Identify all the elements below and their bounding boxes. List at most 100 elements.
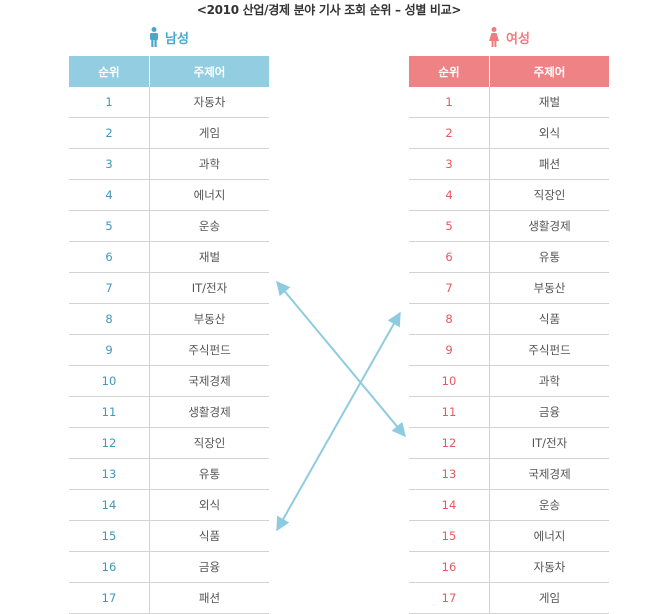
- table-row: 1 재벌: [409, 87, 609, 118]
- rank-cell: 1: [409, 87, 490, 117]
- table-row: 5 운송: [69, 211, 269, 242]
- rank-cell: 11: [69, 397, 150, 427]
- table-row: 17 패션: [69, 583, 269, 614]
- rank-cell: 12: [69, 428, 150, 458]
- table-row: 8 식품: [409, 304, 609, 335]
- keyword-cell: IT/전자: [531, 436, 568, 450]
- rank-cell: 5: [409, 211, 490, 241]
- rank-cell: 17: [409, 583, 490, 613]
- table-row: 1 자동차: [69, 87, 269, 118]
- keyword-cell: 식품: [198, 529, 221, 543]
- rank-cell: 6: [409, 242, 490, 272]
- keyword-cell: 운송: [538, 498, 561, 512]
- rank-cell: 12: [409, 428, 490, 458]
- male-label: 남성: [165, 31, 189, 47]
- table-row: 5 생활경제: [409, 211, 609, 242]
- male-heading: 남성: [69, 18, 269, 56]
- table-row: 12 직장인: [69, 428, 269, 459]
- chart-title: <2010 산업/경제 분야 기사 조회 순위 – 성별 비교>: [196, 3, 462, 17]
- rank-cell: 16: [409, 552, 490, 582]
- table-row: 3 과학: [69, 149, 269, 180]
- keyword-cell: 과학: [538, 374, 561, 388]
- female-keyword-header: 주제어: [533, 64, 566, 79]
- keyword-cell: 국제경제: [188, 374, 231, 388]
- table-row: 4 직장인: [409, 180, 609, 211]
- keyword-cell: 패션: [198, 591, 221, 605]
- table-row: 10 국제경제: [69, 366, 269, 397]
- keyword-cell: 게임: [198, 126, 221, 140]
- table-row: 14 외식: [69, 490, 269, 521]
- table-row: 4 에너지: [69, 180, 269, 211]
- female-heading: 여성: [409, 18, 609, 56]
- keyword-cell: 국제경제: [528, 467, 571, 481]
- rank-cell: 15: [409, 521, 490, 551]
- female-table-header: 순위 주제어: [409, 56, 609, 87]
- male-keyword-header: 주제어: [193, 64, 226, 79]
- male-person-icon: [149, 27, 159, 47]
- rank-cell: 14: [69, 490, 150, 520]
- rank-cell: 15: [69, 521, 150, 551]
- keyword-cell: 에너지: [533, 529, 566, 543]
- keyword-cell: 외식: [538, 126, 561, 140]
- table-row: 11 생활경제: [69, 397, 269, 428]
- keyword-cell: 패션: [538, 157, 561, 171]
- table-row: 2 게임: [69, 118, 269, 149]
- keyword-cell: 재벌: [198, 250, 221, 264]
- keyword-cell: 유통: [198, 467, 221, 481]
- rank-cell: 7: [409, 273, 490, 303]
- keyword-cell: 에너지: [193, 188, 226, 202]
- keyword-cell: 과학: [198, 157, 221, 171]
- keyword-cell: 부동산: [533, 281, 566, 295]
- table-row: 3 패션: [409, 149, 609, 180]
- female-table-body: 1 재벌 2 외식 3 패션 4 직장인 5 생활경제 6 유통 7 부동산 8 식품 9 주식펀…: [409, 87, 609, 614]
- rank-cell: 4: [409, 180, 490, 210]
- table-row: 12 IT/전자: [409, 428, 609, 459]
- keyword-cell: 유통: [538, 250, 561, 264]
- rank-cell: 17: [69, 583, 150, 613]
- table-row: 6 재벌: [69, 242, 269, 273]
- table-row: 14 운송: [409, 490, 609, 521]
- keyword-cell: 식품: [538, 312, 561, 326]
- rank-cell: 1: [69, 87, 150, 117]
- keyword-cell: 금융: [538, 405, 561, 419]
- rank-cell: 13: [69, 459, 150, 489]
- connection-arrow-food: [276, 311, 401, 532]
- table-row: 13 유통: [69, 459, 269, 490]
- table-row: 11 금융: [409, 397, 609, 428]
- male-rank-header: 순위: [69, 56, 150, 87]
- rank-cell: 6: [69, 242, 150, 272]
- male-table-body: 1 자동차 2 게임 3 과학 4 에너지 5 운송 6 재벌 7 IT/전자 8 부동산 9 주…: [69, 87, 269, 614]
- female-panel: 여성 순위 주제어 1 재벌 2 외식 3 패션 4 직장인 5 생활경제 6 유통 7 부동…: [409, 18, 609, 614]
- keyword-cell: 생활경제: [528, 219, 571, 233]
- table-row: 15 식품: [69, 521, 269, 552]
- table-row: 9 주식펀드: [409, 335, 609, 366]
- rank-cell: 10: [69, 366, 150, 396]
- connection-arrow-it: [276, 280, 406, 438]
- table-row: 9 주식펀드: [69, 335, 269, 366]
- keyword-cell: 재벌: [538, 95, 561, 109]
- rank-cell: 14: [409, 490, 490, 520]
- rank-cell: 13: [409, 459, 490, 489]
- rank-cell: 8: [409, 304, 490, 334]
- rank-cell: 9: [409, 335, 490, 365]
- keyword-cell: 자동차: [533, 560, 566, 574]
- table-row: 8 부동산: [69, 304, 269, 335]
- rank-cell: 3: [69, 149, 150, 179]
- rank-cell: 7: [69, 273, 150, 303]
- rank-cell: 2: [69, 118, 150, 148]
- female-label: 여성: [506, 31, 530, 47]
- rank-cell: 8: [69, 304, 150, 334]
- keyword-cell: 운송: [198, 219, 221, 233]
- rank-cell: 2: [409, 118, 490, 148]
- male-table-header: 순위 주제어: [69, 56, 269, 87]
- table-row: 10 과학: [409, 366, 609, 397]
- keyword-cell: 외식: [198, 498, 221, 512]
- table-row: 13 국제경제: [409, 459, 609, 490]
- keyword-cell: 직장인: [533, 188, 566, 202]
- rank-cell: 9: [69, 335, 150, 365]
- table-row: 6 유통: [409, 242, 609, 273]
- keyword-cell: 주식펀드: [188, 343, 231, 357]
- table-row: 16 금융: [69, 552, 269, 583]
- keyword-cell: 부동산: [193, 312, 226, 326]
- keyword-cell: IT/전자: [191, 281, 228, 295]
